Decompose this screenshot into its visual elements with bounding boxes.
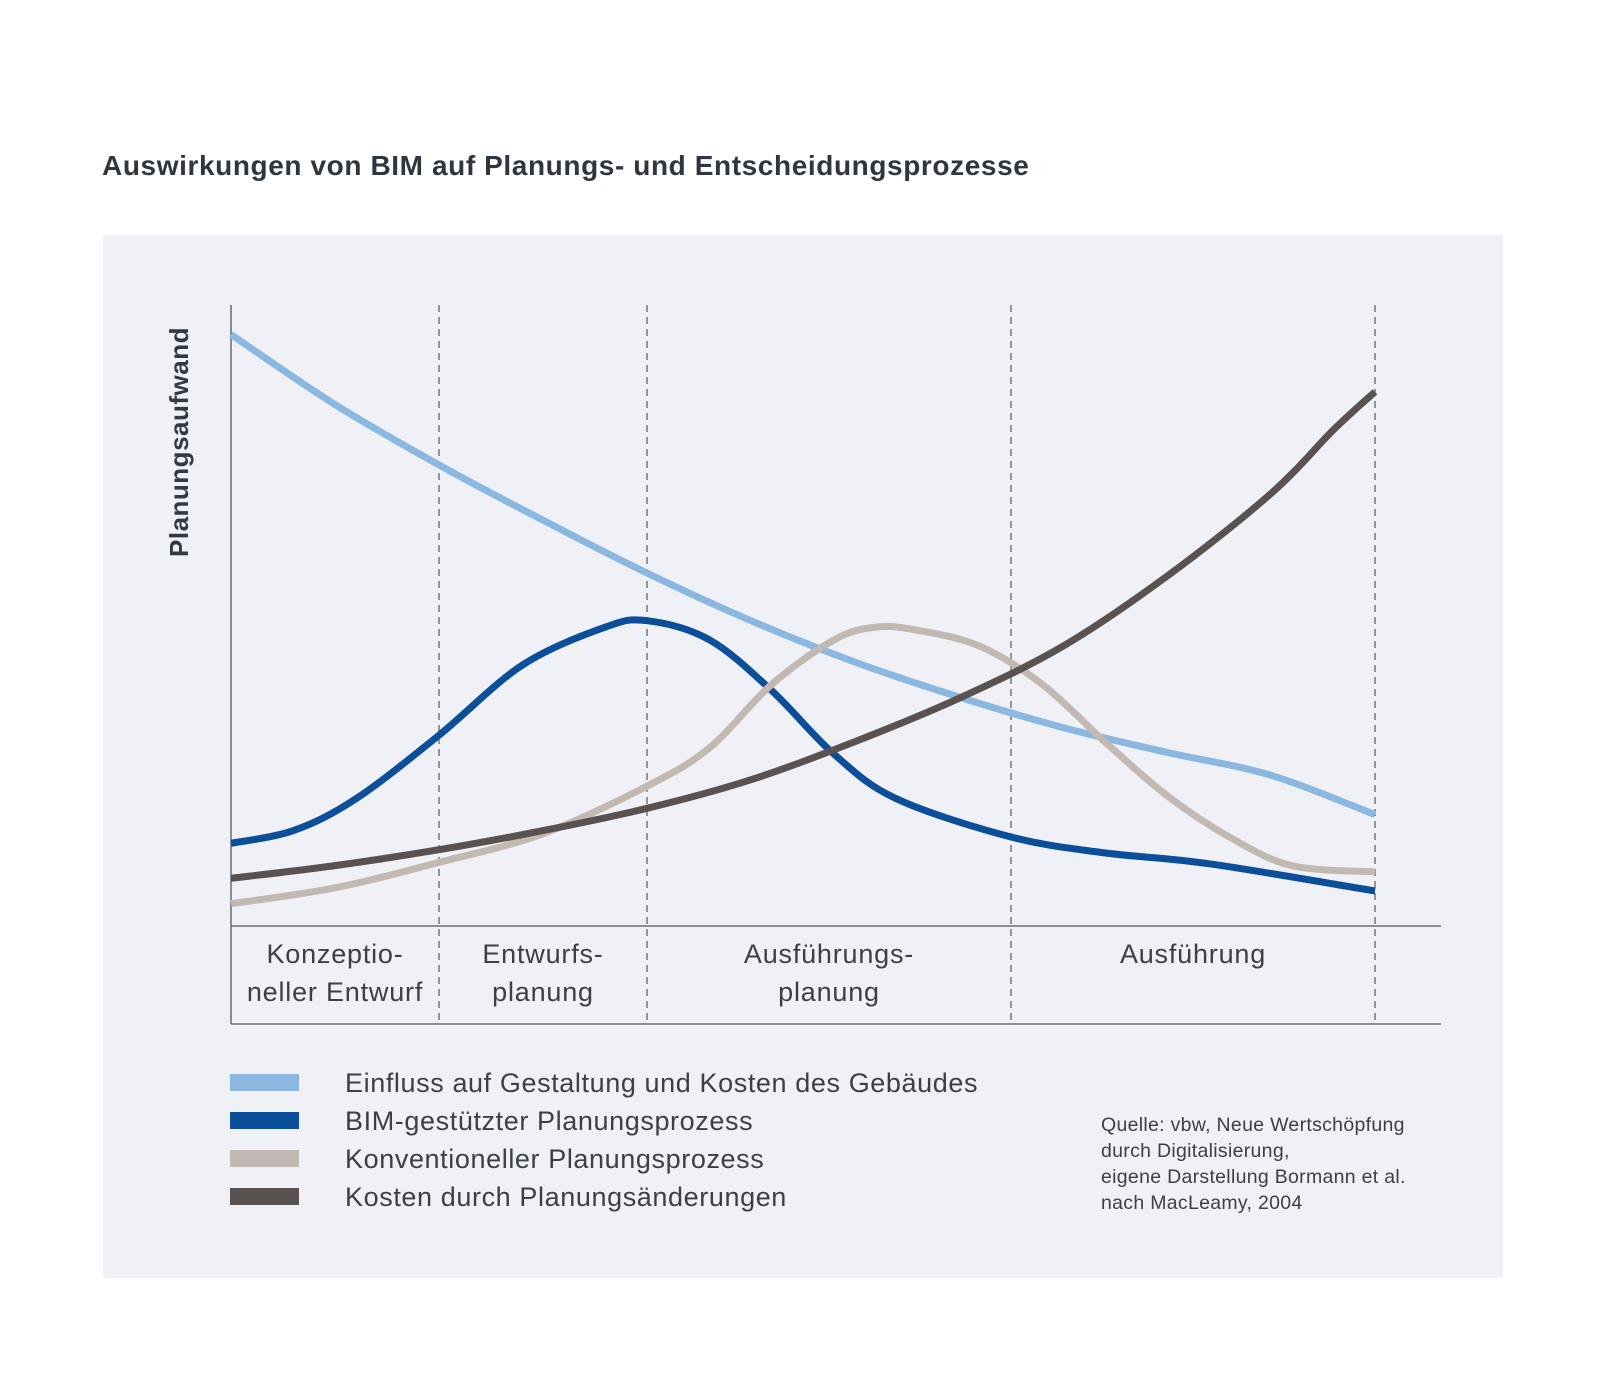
phase-label: Ausführungs- — [744, 939, 914, 969]
legend-swatch — [230, 1150, 299, 1167]
y-axis-label: Planungsaufwand — [164, 327, 194, 557]
phase-label: neller Entwurf — [247, 977, 423, 1007]
phase-label: planung — [778, 977, 880, 1007]
legend-label: BIM-gestützter Planungsprozess — [345, 1106, 753, 1136]
chart-title: Auswirkungen von BIM auf Planungs- und E… — [102, 150, 1030, 181]
phase-label: planung — [492, 977, 594, 1007]
legend-label: Einfluss auf Gestaltung und Kosten des G… — [345, 1068, 978, 1098]
legend-label: Kosten durch Planungsänderungen — [345, 1182, 787, 1212]
phase-label: Ausführung — [1120, 939, 1266, 969]
source-line: nach MacLeamy, 2004 — [1101, 1192, 1303, 1214]
series-line-einfluss — [229, 331, 1377, 818]
series-line-bim — [230, 616, 1376, 895]
legend-swatch — [230, 1188, 299, 1205]
legend-label: Konventioneller Planungsprozess — [345, 1144, 764, 1174]
source-line: Quelle: vbw, Neue Wertschöpfung — [1101, 1114, 1405, 1136]
phase-label: Konzeptio- — [266, 939, 403, 969]
source-note: Quelle: vbw, Neue Wertschöpfung durch Di… — [1101, 1112, 1406, 1216]
series-line-kosten — [230, 389, 1378, 882]
phase-label: Entwurfs- — [482, 939, 603, 969]
source-line: durch Digitalisierung, — [1101, 1140, 1290, 1162]
series-line-konventionell — [230, 622, 1376, 908]
legend-swatch — [230, 1074, 299, 1091]
legend-swatch — [230, 1112, 299, 1129]
source-line: eigene Darstellung Bormann et al. — [1101, 1166, 1406, 1188]
